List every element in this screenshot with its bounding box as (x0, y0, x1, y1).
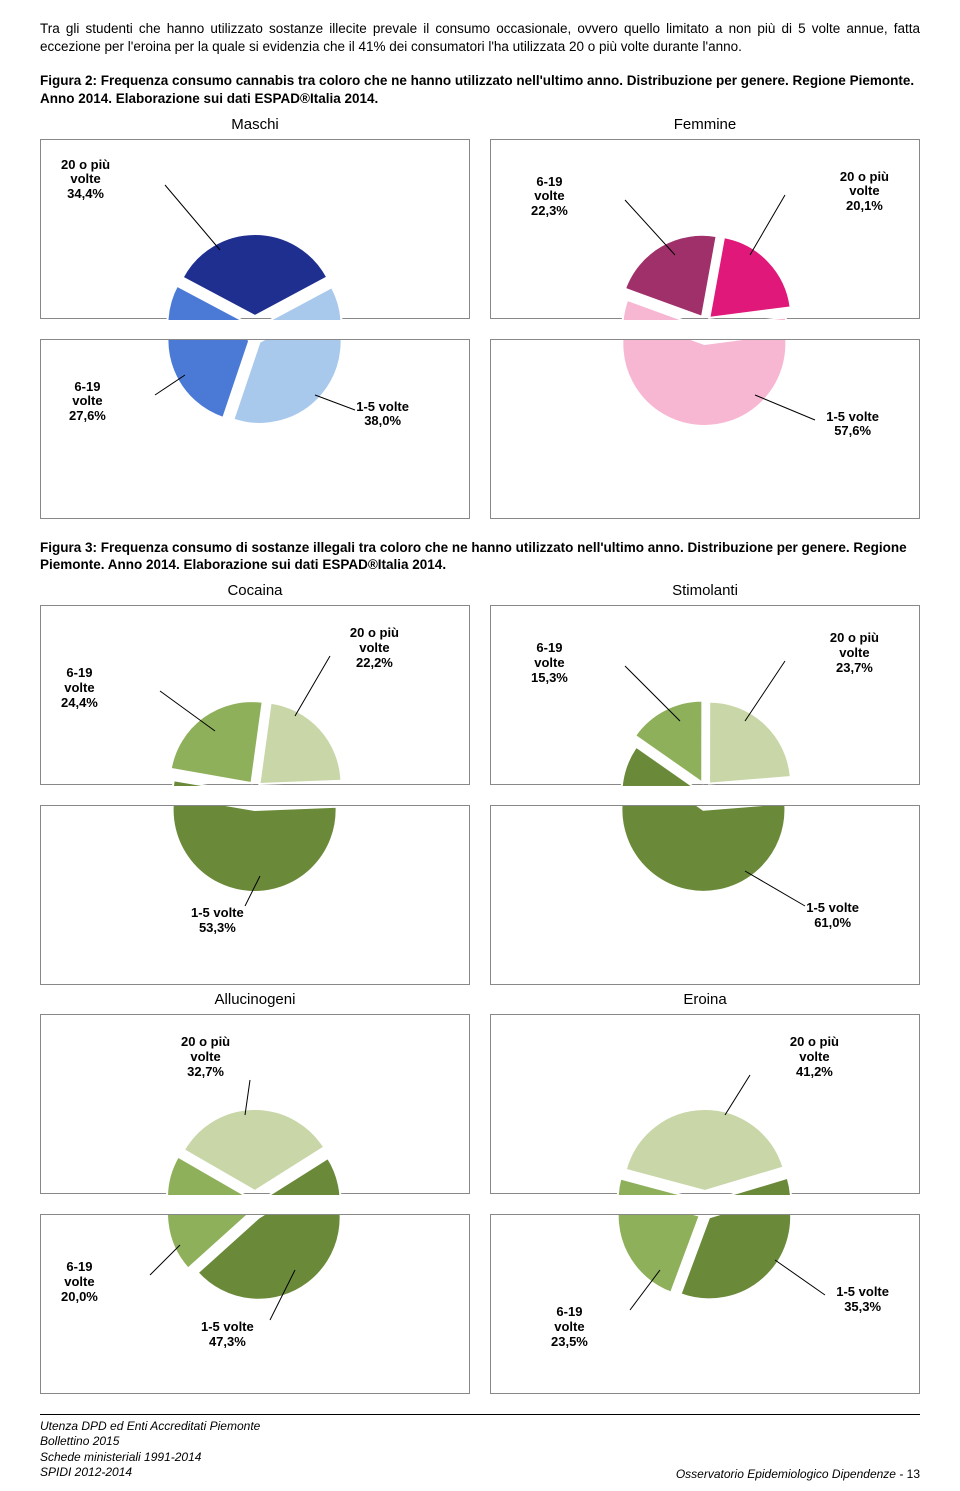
footer-page: 13 (907, 1467, 920, 1481)
footer-right: Osservatorio Epidemiologico Dipendenze -… (676, 1467, 920, 1481)
footer-l1: Utenza DPD ed Enti Accreditati Piemonte (40, 1419, 260, 1433)
intro-paragraph: Tra gli studenti che hanno utilizzato so… (40, 20, 920, 56)
footer-l2: Bollettino 2015 (40, 1434, 119, 1448)
title-femmine: Femmine (674, 116, 737, 133)
slice-label: 20 o piùvolte32,7% (181, 1035, 230, 1080)
chart-cocaina-bottom: 1-5 volte53,3% (40, 805, 470, 985)
title-eroina: Eroina (683, 991, 726, 1008)
slice-label: 6-19volte27,6% (69, 380, 106, 425)
figure3-caption: Figura 3: Frequenza consumo di sostanze … (40, 539, 920, 574)
chart-femmine-bottom: 1-5 volte57,6% (490, 339, 920, 519)
slice-label: 6-19volte20,0% (61, 1260, 98, 1305)
slice-label: 20 o piùvolte41,2% (790, 1035, 839, 1080)
slice-label: 6-19volte15,3% (531, 641, 568, 686)
title-maschi: Maschi (231, 116, 279, 133)
chart-femmine-top: 6-19volte22,3% 20 o piùvolte20,1% (490, 139, 920, 319)
chart-eroina-top: 20 o piùvolte41,2% (490, 1014, 920, 1194)
slice-label: 1-5 volte38,0% (356, 400, 409, 430)
slice-label: 1-5 volte35,3% (836, 1285, 889, 1315)
footer-l4: SPIDI 2012-2014 (40, 1465, 132, 1479)
slice-label: 20 o piùvolte20,1% (840, 170, 889, 215)
slice-label: 6-19volte23,5% (551, 1305, 588, 1350)
chart-allucinogeni-bottom: 1-5 volte47,3% 6-19volte20,0% (40, 1214, 470, 1394)
chart-stimolanti-top: 6-19volte15,3% 20 o piùvolte23,7% (490, 605, 920, 785)
slice-label: 1-5 volte53,3% (191, 906, 244, 936)
footer-l3: Schede ministeriali 1991-2014 (40, 1450, 201, 1464)
page-footer: Utenza DPD ed Enti Accreditati Piemonte … (40, 1414, 920, 1481)
slice-label: 1-5 volte61,0% (806, 901, 859, 931)
slice-label: 1-5 volte57,6% (826, 410, 879, 440)
title-stimolanti: Stimolanti (672, 582, 738, 599)
slice-label: 6-19volte24,4% (61, 666, 98, 711)
footer-left: Utenza DPD ed Enti Accreditati Piemonte … (40, 1419, 260, 1481)
figure2-caption: Figura 2: Frequenza consumo cannabis tra… (40, 72, 920, 107)
title-allucinogeni: Allucinogeni (215, 991, 296, 1008)
slice-label: 20 o piùvolte22,2% (350, 626, 399, 671)
slice-label: 20 o piùvolte34,4% (61, 158, 110, 203)
chart-eroina-bottom: 1-5 volte35,3% 6-19volte23,5% (490, 1214, 920, 1394)
chart-maschi-top: 20 o piùvolte34,4% (40, 139, 470, 319)
chart-cocaina-top: 6-19volte24,4% 20 o piùvolte22,2% (40, 605, 470, 785)
chart-stimolanti-bottom: 1-5 volte61,0% (490, 805, 920, 985)
title-cocaina: Cocaina (227, 582, 282, 599)
slice-label: 20 o piùvolte23,7% (830, 631, 879, 676)
footer-right-text: Osservatorio Epidemiologico Dipendenze - (676, 1467, 903, 1481)
chart-maschi-bottom: 1-5 volte38,0% 6-19volte27,6% (40, 339, 470, 519)
slice-label: 6-19volte22,3% (531, 175, 568, 220)
chart-allucinogeni-top: 20 o piùvolte32,7% (40, 1014, 470, 1194)
slice-label: 1-5 volte47,3% (201, 1320, 254, 1350)
